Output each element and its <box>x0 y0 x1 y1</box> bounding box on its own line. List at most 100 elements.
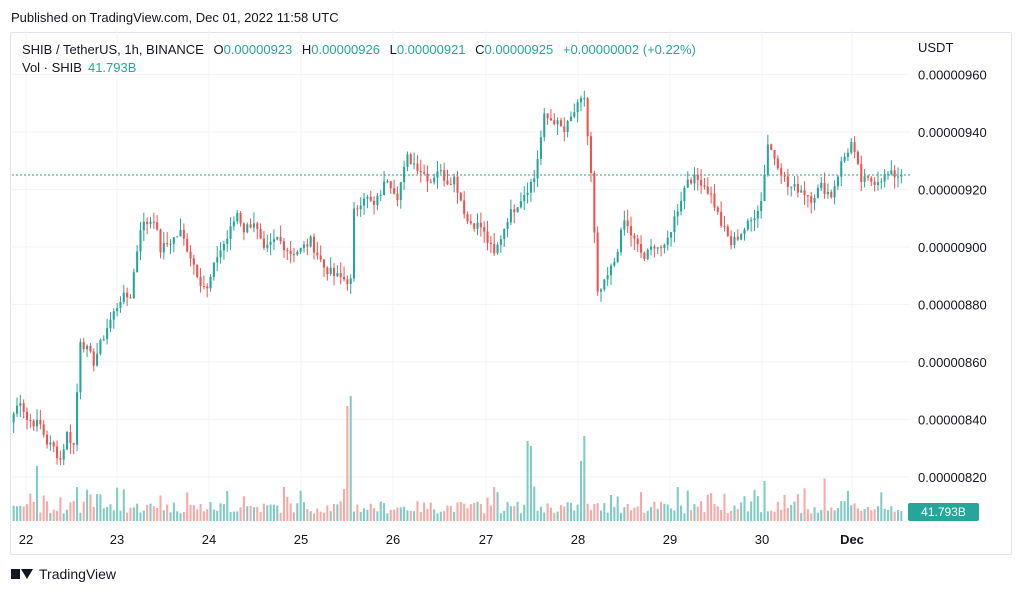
candle-body <box>302 244 306 248</box>
y-axis-ticks: 0.00000960 0.00000940 0.00000920 0.00000900… <box>918 67 987 485</box>
volume-bar <box>526 441 529 521</box>
volume-label: Vol · SHIB <box>22 60 82 75</box>
volume-bar <box>680 505 683 521</box>
volume-bar <box>232 511 235 521</box>
volume-bar <box>112 510 115 521</box>
volume-bar <box>86 489 89 521</box>
volume-bar <box>409 510 412 521</box>
volume-bar <box>199 503 202 521</box>
candle-body <box>726 226 729 237</box>
volume-bar <box>379 501 382 521</box>
volume-bar <box>216 510 219 521</box>
volume-bar <box>239 507 242 521</box>
candle-body <box>810 196 813 203</box>
y-tick-label: 0.00000840 <box>918 412 987 427</box>
volume-bar <box>62 513 65 521</box>
volume-bar <box>116 487 119 521</box>
candle-body <box>583 98 586 100</box>
candle-body <box>626 220 629 227</box>
candle-body <box>696 174 699 180</box>
volume-bar <box>159 495 162 521</box>
candle-body <box>533 178 536 182</box>
candle-body <box>132 272 135 299</box>
candle-body <box>720 211 723 226</box>
candle-body <box>419 170 422 173</box>
candle-body <box>379 194 382 196</box>
chart-panel[interactable] <box>10 32 1012 555</box>
volume-bar <box>760 512 763 521</box>
candle-body <box>733 236 736 246</box>
candle-body <box>886 174 890 176</box>
candle-body <box>439 170 442 172</box>
volume-bar <box>733 505 736 521</box>
volume-bar <box>773 511 776 521</box>
candle-body <box>139 230 142 252</box>
candle-body <box>750 220 753 222</box>
volume-bar <box>302 502 306 521</box>
candle-body <box>126 292 129 298</box>
candle-body <box>149 221 152 224</box>
candle-body <box>89 345 92 352</box>
volume-bar <box>433 509 436 521</box>
volume-bar <box>860 510 863 521</box>
volume-bar <box>29 493 32 521</box>
candle-body <box>706 186 709 194</box>
candle-body <box>393 188 396 194</box>
candle-body <box>182 229 185 239</box>
candle-body <box>513 209 516 213</box>
candle-body <box>186 238 189 252</box>
candle-body <box>446 180 449 185</box>
candle-body <box>376 195 379 206</box>
volume-bar <box>693 504 696 521</box>
candle-body <box>700 179 703 186</box>
symbol-label[interactable]: SHIB / TetherUS, 1h, BINANCE <box>22 42 204 57</box>
candle-body <box>473 223 476 229</box>
volume-bar <box>309 511 312 521</box>
candle-body <box>52 442 55 447</box>
volume-bar <box>533 486 536 521</box>
volume-bar <box>633 507 636 521</box>
volume-bar <box>853 503 856 521</box>
candle-body <box>873 181 876 185</box>
footer-brand[interactable]: TradingView <box>11 566 116 582</box>
candle-body <box>776 158 779 169</box>
candle-body <box>69 432 72 443</box>
volume-bar <box>369 503 372 521</box>
candle-body <box>59 458 62 460</box>
volume-bar <box>376 511 379 521</box>
volume-bar <box>499 513 502 521</box>
volume-bar <box>212 509 215 521</box>
candle-body <box>202 285 205 287</box>
candle-body <box>266 244 269 248</box>
candle-body <box>86 345 89 350</box>
candle-body <box>840 161 843 177</box>
y-tick-label: 0.00000860 <box>918 355 987 370</box>
volume-bar <box>296 503 299 521</box>
candle-body <box>486 231 489 243</box>
volume-bar <box>449 505 452 521</box>
candle-body <box>803 190 806 196</box>
candle-body <box>846 152 849 157</box>
volume-bar <box>810 513 813 521</box>
candle-body <box>196 264 199 277</box>
candle-body <box>82 342 85 350</box>
volume-bar <box>583 436 586 521</box>
candle-body <box>359 205 362 209</box>
volume-bar <box>206 509 209 521</box>
candle-body <box>322 259 326 268</box>
candle-body <box>189 251 192 259</box>
candle-body <box>890 170 893 175</box>
candle-body <box>673 216 676 233</box>
volume-bar <box>793 501 796 521</box>
candle-body <box>606 275 609 280</box>
candle-body <box>703 185 706 187</box>
volume-bar <box>396 507 399 521</box>
x-tick-label: 25 <box>294 532 308 547</box>
volume-badge: 41.793B <box>908 503 979 521</box>
volume-bar <box>473 502 476 521</box>
volume-bar <box>856 508 859 521</box>
candle-body <box>276 236 279 240</box>
candle-body <box>326 267 329 275</box>
volume-bar <box>900 511 903 521</box>
